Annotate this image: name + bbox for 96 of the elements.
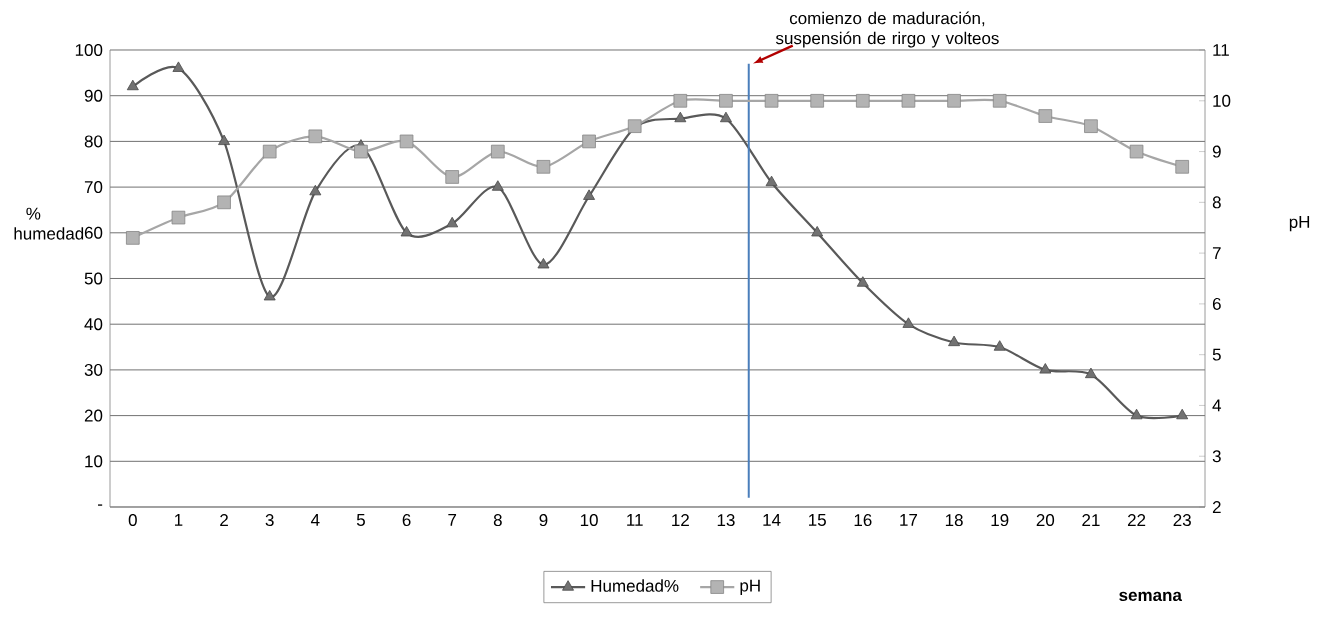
point [992,94,1007,108]
x-tick-label: 23 [1173,514,1191,527]
point [764,94,779,108]
y-tick-label: 80 [84,135,103,148]
x-axis-title: semana [1119,591,1183,602]
y-tick-label: 90 [84,89,103,102]
point [1039,363,1052,374]
x-tick-label: 3 [265,514,274,527]
y-tick-label: 20 [84,409,103,422]
point [856,276,869,287]
point [536,160,551,174]
point [309,184,322,196]
x-tick-label: 5 [356,514,365,526]
point [491,144,505,159]
point [1175,160,1189,174]
x-tick-label: 16 [854,514,872,527]
x-tick-label: 15 [809,514,826,526]
x-tick-label: 19 [991,514,1009,527]
point [1130,408,1143,420]
y2-tick-label: 10 [1213,94,1231,107]
point [719,94,733,108]
point [171,210,186,225]
point [537,257,550,269]
x-tick-label: 22 [1127,514,1146,526]
point [399,134,414,149]
y2-tick-label: 4 [1212,399,1222,412]
point [1038,109,1053,123]
point [262,144,277,159]
x-tick-label: 12 [672,514,689,526]
point [446,216,459,228]
x-tick-label: 10 [580,514,598,527]
y-tick-label: 60 [84,226,103,239]
y2-tick-label: 8 [1212,196,1221,209]
x-tick-label: 11 [627,514,643,526]
point [1085,367,1097,379]
legend-label: pH [740,579,760,595]
x-tick-label: 13 [717,514,735,527]
x-tick-label: 7 [448,514,457,526]
y-tick-label: 70 [84,181,103,194]
y-tick-label: 100 [75,44,103,57]
y-tick-label: 40 [84,318,103,331]
y2-tick-label: 11 [1213,44,1229,56]
x-tick-label: 21 [1082,514,1100,526]
x-tick-label: 4 [310,514,320,526]
y-axis-title: % humedad [14,207,84,240]
point [720,111,732,123]
x-tick-label: 2 [220,514,228,526]
annotation: comienzo de maduración, suspensión de rirgo y volteos [775,11,999,48]
point [354,144,368,159]
point [901,94,916,108]
point [583,189,596,200]
point [948,335,961,347]
point [263,289,276,301]
legend-label: Humedad% [591,579,679,592]
point [993,340,1006,351]
x-tick-label: 0 [128,514,137,527]
point [126,79,139,91]
point [1129,144,1144,159]
point [1084,119,1098,133]
x-tick-label: 17 [900,514,918,526]
y2-tick-label: 7 [1212,247,1221,259]
point [673,94,688,108]
y2-tick-label: 5 [1212,348,1221,361]
x-tick-label: 6 [402,514,411,527]
point [856,94,870,108]
point [810,94,824,108]
point [582,134,596,149]
x-tick-label: 14 [763,514,781,526]
y2-tick-label: 2 [1212,501,1221,513]
x-tick-label: 8 [493,514,502,527]
y2-tick-label: 6 [1212,297,1221,310]
point [172,61,185,72]
x-tick-label: 9 [539,514,548,527]
point [126,231,140,245]
point [491,180,504,191]
y-tick-label: 50 [84,272,103,285]
y-tick-label: 30 [84,363,103,376]
y2-tick-label: 9 [1212,145,1221,158]
x-tick-label: 20 [1036,514,1055,527]
point [811,226,824,237]
y-tick-label: 10 [85,455,103,468]
x-tick-label: 1 [175,514,183,526]
point [445,170,459,184]
point [218,134,231,145]
point [902,317,915,328]
point [765,175,778,187]
point [400,226,413,237]
y2-axis-title: pH [1289,216,1310,232]
point [674,111,687,123]
x-tick-label: 18 [945,514,963,527]
point [1176,408,1189,420]
point [217,195,231,210]
point [308,129,323,144]
y-tick-label: - [98,504,103,506]
point [947,94,961,108]
y2-tick-label: 3 [1212,450,1221,463]
